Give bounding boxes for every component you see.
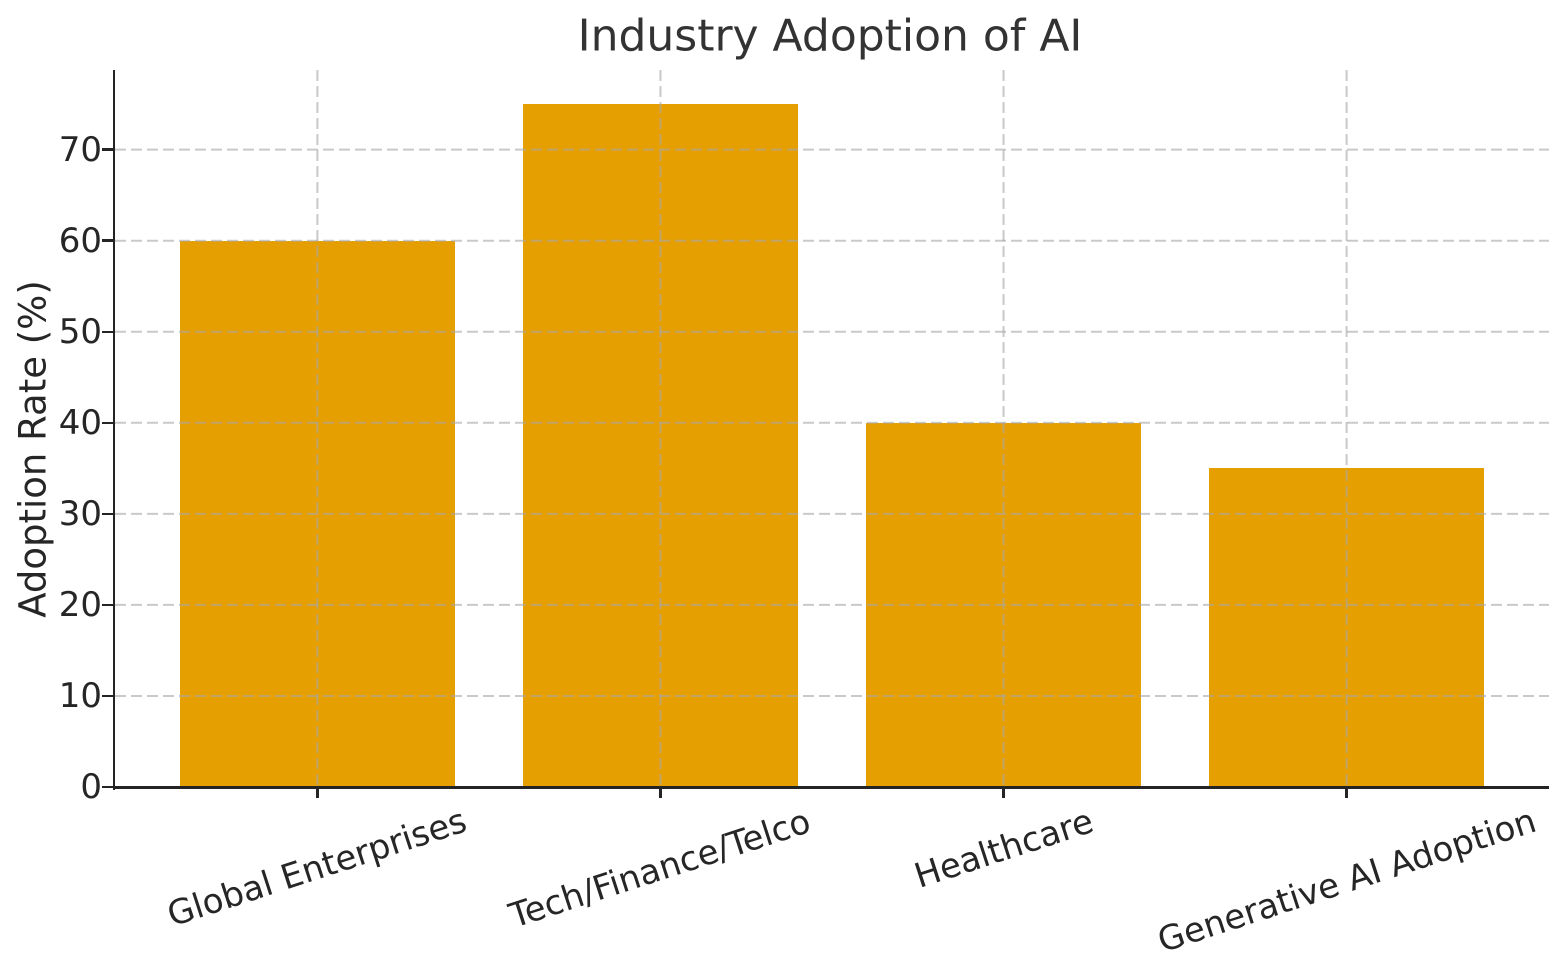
- y-tick-mark-20: [102, 603, 113, 607]
- x-tick-label-healthcare: Healthcare: [909, 800, 1098, 897]
- plot-area: [102, 70, 1549, 798]
- bottom-spine: [112, 786, 1549, 789]
- y-tick-mark-50: [102, 330, 113, 333]
- bar-generative-ai-adoption: [1209, 468, 1484, 787]
- bar-healthcare: [866, 422, 1141, 787]
- x-tick-mark-2: [1002, 788, 1005, 798]
- y-tick-label-20: 20: [58, 584, 102, 625]
- chart-title: Industry Adoption of AI: [577, 10, 1083, 62]
- x-tick-mark-0: [316, 788, 319, 798]
- y-tick-mark-70: [102, 148, 113, 151]
- y-tick-mark-10: [102, 694, 113, 698]
- x-tick-label-generative-ai-adoption: Generative AI Adoption: [1152, 800, 1541, 962]
- y-tick-label-70: 70: [58, 129, 102, 170]
- y-tick-mark-40: [102, 421, 113, 425]
- y-tick-label-50: 50: [58, 311, 102, 352]
- left-spine: [112, 70, 115, 790]
- x-tick-mark-1: [659, 788, 662, 798]
- y-tick-label-30: 30: [58, 493, 102, 534]
- x-tick-mark-3: [1345, 788, 1348, 798]
- bar-global-enterprises: [180, 240, 455, 787]
- y-tick-label-60: 60: [58, 220, 102, 261]
- y-tick-label-0: 0: [80, 767, 102, 807]
- y-tick-mark-30: [102, 512, 113, 516]
- y-tick-label-10: 10: [58, 675, 102, 716]
- y-tick-label-40: 40: [58, 402, 102, 443]
- y-tick-mark-60: [102, 239, 113, 242]
- x-tick-label-tech-finance-telco: Tech/Finance/Telco: [504, 800, 816, 937]
- y-axis-title: Adoption Rate (%): [11, 280, 55, 618]
- x-tick-label-global-enterprises: Global Enterprises: [162, 801, 472, 936]
- bar-tech-finance-telco: [523, 104, 798, 787]
- y-tick-mark-0: [102, 785, 113, 789]
